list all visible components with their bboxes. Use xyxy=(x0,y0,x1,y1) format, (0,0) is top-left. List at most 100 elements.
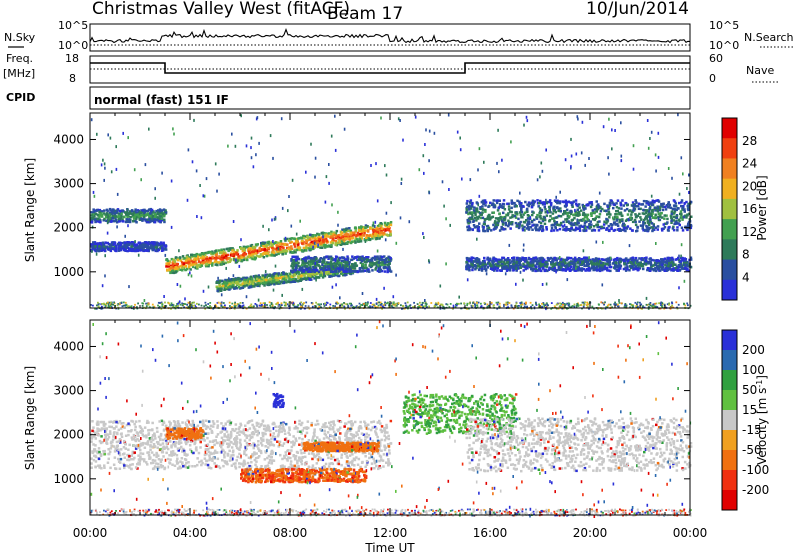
data-cell xyxy=(96,220,99,223)
data-cell xyxy=(328,267,331,271)
data-cell xyxy=(568,221,571,225)
data-cell xyxy=(502,203,506,206)
data-cell xyxy=(215,257,218,260)
data-cell xyxy=(195,262,198,265)
data-cell xyxy=(468,258,472,261)
data-cell xyxy=(684,214,687,217)
data-cell xyxy=(153,220,157,224)
data-cell xyxy=(642,223,645,226)
data-cell xyxy=(543,218,547,222)
data-cell xyxy=(264,281,268,284)
data-cell xyxy=(241,247,245,251)
data-cell xyxy=(595,269,599,272)
beam-label: Beam 17 xyxy=(327,4,403,24)
data-cell xyxy=(301,270,304,273)
data-cell xyxy=(354,241,357,244)
data-cell xyxy=(590,229,594,232)
data-cell xyxy=(252,255,255,258)
data-cell xyxy=(338,269,341,272)
data-cell xyxy=(598,207,601,210)
data-cell xyxy=(366,225,369,228)
data-cell xyxy=(613,215,617,219)
data-cell xyxy=(676,207,680,210)
data-cell xyxy=(634,265,638,268)
data-cell xyxy=(192,258,196,261)
data-cell xyxy=(585,256,588,259)
data-cell xyxy=(345,241,349,245)
data-cell xyxy=(532,267,536,270)
data-cell xyxy=(511,202,514,205)
data-cell xyxy=(164,248,168,251)
data-cell xyxy=(536,213,539,217)
data-cell xyxy=(270,243,273,247)
data-cell xyxy=(142,248,145,251)
data-cell xyxy=(534,225,538,229)
data-cell xyxy=(290,259,293,262)
data-cell xyxy=(330,243,333,247)
data-cell xyxy=(496,263,500,266)
data-cell xyxy=(132,211,135,214)
data-cell xyxy=(568,261,571,264)
data-cell xyxy=(563,260,567,263)
data-cell xyxy=(131,243,134,246)
data-cell xyxy=(250,253,253,257)
data-cell xyxy=(108,213,112,217)
data-cell xyxy=(175,256,178,259)
data-cell xyxy=(572,200,575,203)
data-cell xyxy=(356,270,359,274)
data-cell xyxy=(596,225,599,229)
data-cell xyxy=(370,264,374,268)
data-cell xyxy=(547,268,551,271)
data-cell xyxy=(661,261,665,264)
data-cell xyxy=(647,200,650,204)
data-cell xyxy=(289,274,292,277)
data-cell xyxy=(465,265,468,268)
data-cell xyxy=(325,244,328,248)
data-cell xyxy=(546,200,550,204)
data-cell xyxy=(474,213,477,216)
data-cell xyxy=(598,268,601,271)
data-cell xyxy=(100,212,103,215)
data-cell xyxy=(533,200,536,203)
data-cell xyxy=(236,280,239,284)
data-cell xyxy=(566,267,569,270)
data-cell xyxy=(90,214,93,217)
data-cell xyxy=(654,267,657,270)
data-cell xyxy=(652,264,656,267)
data-cell xyxy=(575,265,578,268)
data-cell xyxy=(557,207,560,210)
data-cell xyxy=(605,217,608,221)
data-cell xyxy=(644,211,648,215)
data-cell xyxy=(232,253,236,256)
data-cell xyxy=(174,271,178,274)
data-cell xyxy=(630,261,633,264)
data-cell xyxy=(246,258,249,262)
data-cell xyxy=(171,267,175,270)
data-cell xyxy=(616,222,619,226)
data-cell xyxy=(216,263,219,267)
data-cell xyxy=(551,212,555,215)
data-cell xyxy=(288,272,292,275)
data-cell xyxy=(272,274,276,277)
data-cell xyxy=(510,210,513,214)
data-cell xyxy=(123,241,127,244)
data-cell xyxy=(185,261,188,264)
data-cell xyxy=(168,268,172,272)
data-cell xyxy=(98,247,101,250)
data-cell xyxy=(602,223,606,226)
data-cell xyxy=(514,216,518,219)
data-cell xyxy=(219,263,222,266)
data-cell xyxy=(255,283,259,286)
data-cell xyxy=(653,206,657,209)
data-cell xyxy=(617,260,621,263)
data-cell xyxy=(602,264,606,267)
data-cell xyxy=(287,239,291,242)
data-cell xyxy=(274,279,277,282)
data-cell xyxy=(649,202,652,205)
data-cell xyxy=(167,263,170,266)
data-cell xyxy=(576,258,579,261)
data-cell xyxy=(276,277,279,280)
data-cell xyxy=(568,228,571,231)
data-cell xyxy=(624,258,628,261)
